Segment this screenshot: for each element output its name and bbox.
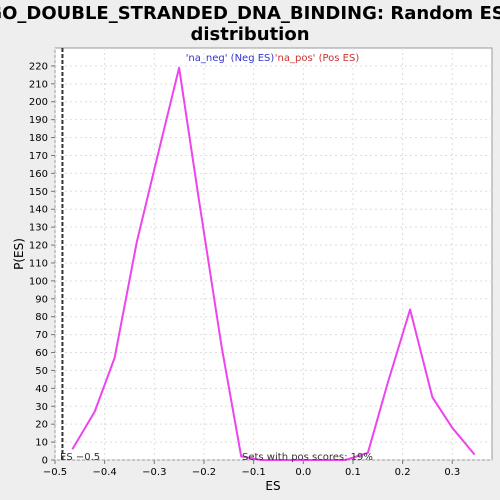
y-axis-label: P(ES) [12, 238, 26, 270]
x-tick-label: 0.2 [395, 467, 411, 478]
y-tick-label: 30 [35, 402, 48, 413]
y-tick-label: 60 [35, 348, 48, 359]
y-tick-label: 120 [29, 241, 48, 252]
y-tick-label: 150 [29, 187, 48, 198]
x-tick-label: 0.3 [444, 467, 460, 478]
y-tick-label: 40 [35, 384, 48, 395]
grid-lines [54, 48, 492, 461]
y-tick-label: 100 [29, 276, 48, 287]
chart-title-line-1: GO_DOUBLE_STRANDED_DNA_BINDING: Random E… [0, 3, 500, 24]
y-tick-label: 210 [29, 79, 48, 90]
y-tick-label: 160 [29, 169, 48, 180]
y-tick-label: 80 [35, 312, 48, 323]
x-tick-label: 0.0 [295, 467, 311, 478]
x-tick-label: −0.5 [43, 467, 67, 478]
y-tick-label: 110 [29, 258, 48, 269]
es-density-line [71, 66, 476, 461]
y-tick-label: 0 [42, 456, 48, 467]
y-tick-label: 190 [29, 115, 48, 126]
y-axis-ticks: 0 10 20 30 40 50 60 70 80 90 100 110 120 130 140 150 160… [29, 61, 55, 467]
x-tick-label: −0.4 [93, 467, 117, 478]
y-tick-label: 130 [29, 223, 48, 234]
y-tick-label: 90 [35, 294, 48, 305]
pos-score-annotation: Sets with pos scores: 19% [242, 452, 373, 463]
x-axis-ticks: −0.5 −0.4 −0.3 −0.2 −0.1 0.0 0.1 0.2 0.3 [43, 460, 460, 478]
y-tick-label: 220 [29, 61, 48, 72]
y-tick-label: 20 [35, 420, 48, 431]
x-axis-label: ES [265, 479, 280, 493]
y-tick-label: 70 [35, 330, 48, 341]
legend-neg-label: 'na_neg' (Neg ES) [186, 53, 275, 64]
plot-area [54, 47, 493, 461]
es-marker-label: ES −0.5 [60, 452, 100, 463]
x-tick-label: −0.2 [192, 467, 216, 478]
x-tick-label: 0.1 [345, 467, 361, 478]
y-tick-label: 50 [35, 366, 48, 377]
x-tick-label: −0.1 [241, 467, 265, 478]
chart-title-line-2: distribution [190, 24, 309, 45]
legend-pos-label: 'na_pos' (Pos ES) [275, 53, 360, 64]
y-tick-label: 200 [29, 97, 48, 108]
y-tick-label: 10 [35, 438, 48, 449]
y-tick-label: 140 [29, 205, 48, 216]
y-tick-label: 170 [29, 151, 48, 162]
series-group [71, 66, 476, 461]
x-tick-label: −0.3 [142, 467, 166, 478]
y-tick-label: 180 [29, 133, 48, 144]
